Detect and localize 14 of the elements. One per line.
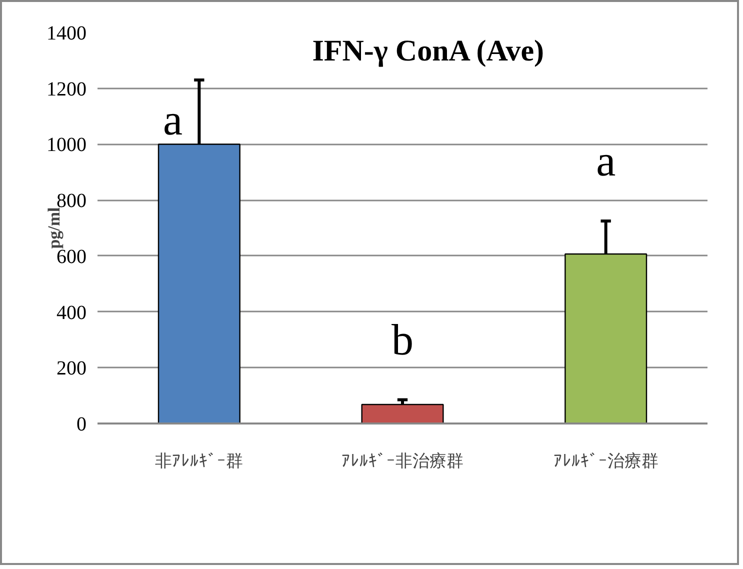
bar: [361, 404, 444, 424]
annotation: a: [162, 95, 182, 144]
y-tick-label: 0: [76, 414, 86, 436]
annotation: b: [392, 315, 414, 364]
y-tick-label: 1400: [46, 22, 86, 44]
annotation: a: [596, 136, 616, 186]
chart-title: IFN-γ ConA (Ave): [312, 34, 544, 68]
y-tick-label: 1200: [46, 78, 86, 100]
x-tick-label: ｱﾚﾙｷﾞｰ治療群: [553, 452, 658, 472]
x-tick-label: 非ｱﾚﾙｷﾞｰ群: [155, 452, 244, 472]
y-tick-label: 400: [56, 302, 86, 324]
y-tick-label: 200: [56, 358, 86, 380]
x-tick-label: ｱﾚﾙｷﾞｰ非治療群: [342, 452, 464, 472]
y-tick-label: 1000: [46, 134, 86, 156]
